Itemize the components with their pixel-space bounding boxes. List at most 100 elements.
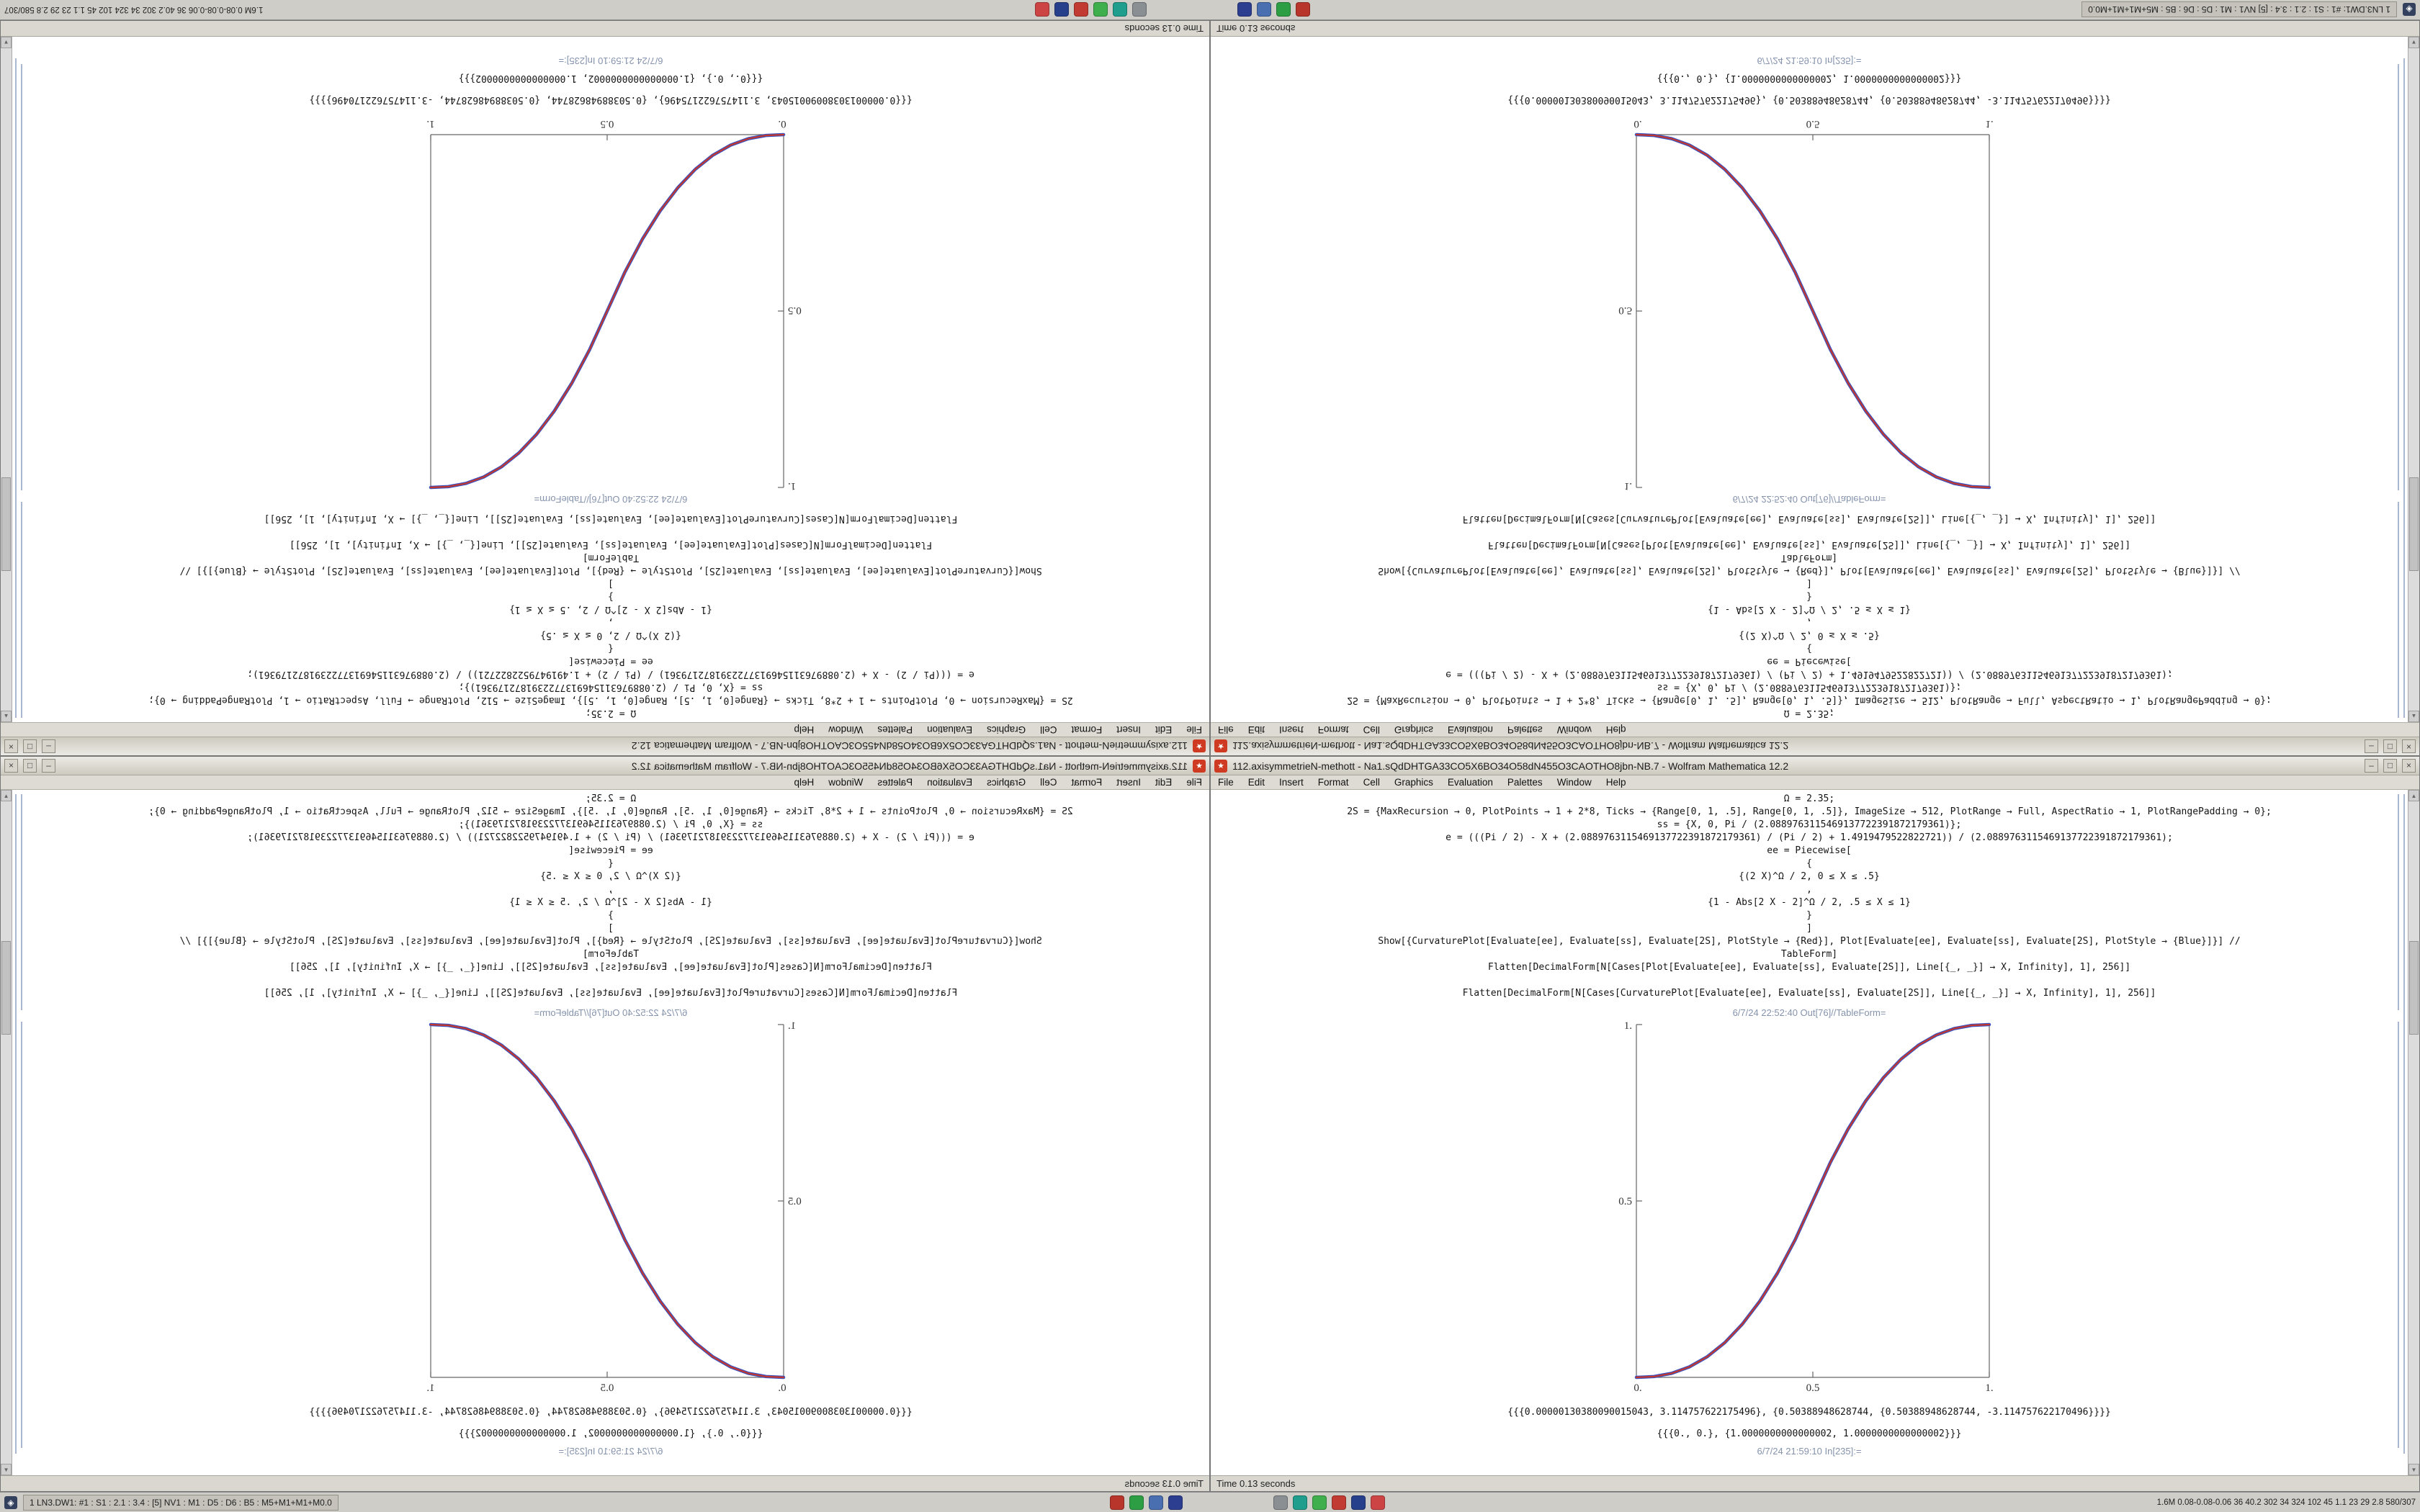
tray-icon[interactable] xyxy=(1351,1495,1366,1510)
code-line[interactable]: Flatten[DecimalForm[N[Cases[Plot[Evaluat… xyxy=(1487,539,2131,550)
code-line[interactable]: , xyxy=(1806,884,1812,895)
menu-item-cell[interactable]: Cell xyxy=(1363,777,1380,788)
code-line[interactable]: , xyxy=(608,617,614,628)
menu-item-evaluation[interactable]: Evaluation xyxy=(927,724,973,735)
launcher-icon[interactable]: ◈ xyxy=(4,1495,17,1509)
code-line[interactable] xyxy=(12,974,1209,987)
code-line[interactable]: } xyxy=(1806,910,1812,921)
menu-item-window[interactable]: Window xyxy=(1556,724,1592,735)
tray-icon[interactable] xyxy=(1073,2,1088,17)
minimize-button[interactable]: – xyxy=(2365,759,2378,773)
code-line[interactable]: Flatten[DecimalForm[N[Cases[Plot[Evaluat… xyxy=(289,962,933,973)
tray-icon[interactable] xyxy=(1093,2,1108,17)
code-line[interactable] xyxy=(1211,525,2408,538)
code-line[interactable]: 2S = {MaxRecursion → 0, PlotPoints → 1 +… xyxy=(1347,695,2272,706)
taskbar-window-button[interactable]: 1 LN3.DW1: #1 : S1 : 2.1 : 3.4 : [5] NV1… xyxy=(2081,1,2397,18)
menu-item-format[interactable]: Format xyxy=(1071,724,1103,735)
code-line[interactable]: Show[{CurvaturePlot[Evaluate[ee], Evalua… xyxy=(179,936,1042,947)
close-button[interactable]: × xyxy=(2402,739,2416,753)
menu-item-edit[interactable]: Edit xyxy=(1247,777,1265,788)
close-button[interactable]: × xyxy=(2402,759,2416,773)
cell-bracket-group[interactable] xyxy=(2403,794,2405,1454)
code-line[interactable]: ] xyxy=(608,578,614,589)
menu-item-cell[interactable]: Cell xyxy=(1363,724,1380,735)
vertical-scrollbar[interactable]: ▲ ▼ xyxy=(2408,790,2419,1475)
code-line[interactable]: 2S = {MaxRecursion → 0, PlotPoints → 1 +… xyxy=(148,806,1073,817)
code-line[interactable]: { xyxy=(608,858,614,869)
menu-item-format[interactable]: Format xyxy=(1071,777,1103,788)
menu-item-file[interactable]: File xyxy=(1186,724,1202,735)
code-line[interactable]: 2S = {MaxRecursion → 0, PlotPoints → 1 +… xyxy=(1347,806,2272,817)
code-line[interactable]: Ω = 2.35; xyxy=(585,708,637,719)
menu-item-graphics[interactable]: Graphics xyxy=(1394,724,1433,735)
menu-item-cell[interactable]: Cell xyxy=(1040,724,1057,735)
code-line[interactable]: {1 - Abs[2 X - 2]^Ω / 2, .5 ≤ X ≤ 1} xyxy=(1708,604,1911,615)
cell-bracket-group[interactable] xyxy=(15,794,17,1454)
code-line[interactable]: e = (((Pi / 2) - X + (2.0889763115469137… xyxy=(247,669,974,680)
tray-icon[interactable] xyxy=(1168,1495,1183,1510)
tray-icon[interactable] xyxy=(1295,2,1310,17)
code-line[interactable]: Show[{CurvaturePlot[Evaluate[ee], Evalua… xyxy=(1378,936,2241,947)
cell-bracket-code[interactable] xyxy=(2398,794,2399,1010)
code-line[interactable] xyxy=(1211,974,2408,987)
menu-item-window[interactable]: Window xyxy=(828,724,864,735)
code-line[interactable]: ] xyxy=(608,923,614,934)
maximize-button[interactable]: □ xyxy=(23,759,37,773)
minimize-button[interactable]: – xyxy=(42,759,55,773)
menu-item-insert[interactable]: Insert xyxy=(1279,724,1304,735)
vertical-scrollbar[interactable]: ▲ ▼ xyxy=(1,37,12,722)
code-line[interactable]: ] xyxy=(1806,578,1812,589)
code-line[interactable]: {(2 X)^Ω / 2, 0 ≤ X ≤ .5} xyxy=(540,871,681,882)
code-line[interactable]: Show[{CurvaturePlot[Evaluate[ee], Evalua… xyxy=(1378,565,2241,576)
menu-item-help[interactable]: Help xyxy=(1605,777,1626,788)
code-line[interactable]: ss = {X, 0, Pi / (2.08897631154691377223… xyxy=(1657,682,1962,693)
menu-item-graphics[interactable]: Graphics xyxy=(987,777,1026,788)
maximize-button[interactable]: □ xyxy=(2383,759,2397,773)
code-line[interactable]: Flatten[DecimalForm[N[Cases[Plot[Evaluat… xyxy=(1487,962,2131,973)
code-line[interactable]: e = (((Pi / 2) - X + (2.0889763115469137… xyxy=(1446,669,2173,680)
code-line[interactable]: } xyxy=(1806,591,1812,602)
tray-icon[interactable] xyxy=(1129,1495,1144,1510)
menu-item-help[interactable]: Help xyxy=(1605,724,1626,735)
tray-icon[interactable] xyxy=(1149,1495,1164,1510)
menu-item-graphics[interactable]: Graphics xyxy=(987,724,1026,735)
code-line[interactable]: , xyxy=(608,884,614,895)
tray-icon[interactable] xyxy=(1054,2,1069,17)
code-line[interactable]: TableForm] xyxy=(1780,552,1838,563)
cell-bracket-output[interactable] xyxy=(21,64,22,490)
code-line[interactable]: Flatten[DecimalForm[N[Cases[CurvaturePlo… xyxy=(264,988,958,999)
titlebar[interactable]: ★ 112.axisymmetrieN-methott - Na1.sQdDHT… xyxy=(1,757,1209,775)
scroll-up-button[interactable]: ▲ xyxy=(1,711,12,722)
scroll-down-button[interactable]: ▼ xyxy=(2408,37,2419,48)
scroll-down-button[interactable]: ▼ xyxy=(1,37,12,48)
scroll-thumb[interactable] xyxy=(1,941,11,1035)
cell-bracket-group[interactable] xyxy=(2403,58,2405,718)
menu-item-format[interactable]: Format xyxy=(1317,777,1349,788)
menu-item-file[interactable]: File xyxy=(1218,724,1234,735)
code-line[interactable]: ee = Piecewise[ xyxy=(568,656,653,667)
tray-icon[interactable] xyxy=(1273,1495,1289,1510)
menu-item-help[interactable]: Help xyxy=(794,724,815,735)
code-line[interactable]: e = (((Pi / 2) - X + (2.0889763115469137… xyxy=(247,832,974,843)
menu-item-evaluation[interactable]: Evaluation xyxy=(927,777,973,788)
code-line[interactable]: } xyxy=(608,910,614,921)
vertical-scrollbar[interactable]: ▲ ▼ xyxy=(1,790,12,1475)
tray-icon[interactable] xyxy=(1112,2,1127,17)
menu-item-edit[interactable]: Edit xyxy=(1155,724,1173,735)
code-line[interactable]: {1 - Abs[2 X - 2]^Ω / 2, .5 ≤ X ≤ 1} xyxy=(1708,897,1911,908)
tray-icon[interactable] xyxy=(1332,1495,1347,1510)
cell-bracket-code[interactable] xyxy=(2398,502,2399,718)
menu-item-edit[interactable]: Edit xyxy=(1247,724,1265,735)
menu-item-evaluation[interactable]: Evaluation xyxy=(1447,777,1493,788)
cell-bracket-group[interactable] xyxy=(15,58,17,718)
code-line[interactable]: {(2 X)^Ω / 2, 0 ≤ X ≤ .5} xyxy=(540,630,681,641)
code-line[interactable]: ss = {X, 0, Pi / (2.08897631154691377223… xyxy=(458,819,763,830)
menu-item-graphics[interactable]: Graphics xyxy=(1394,777,1433,788)
cell-bracket-code[interactable] xyxy=(21,794,22,1010)
menu-item-edit[interactable]: Edit xyxy=(1155,777,1173,788)
code-cell[interactable]: Ω = 2.35; 2S = {MaxRecursion → 0, PlotPo… xyxy=(1211,790,2408,1000)
code-line[interactable]: Show[{CurvaturePlot[Evaluate[ee], Evalua… xyxy=(179,565,1042,576)
launcher-icon[interactable]: ◈ xyxy=(2403,3,2416,17)
scroll-thumb[interactable] xyxy=(1,477,11,571)
menu-item-palettes[interactable]: Palettes xyxy=(877,724,913,735)
